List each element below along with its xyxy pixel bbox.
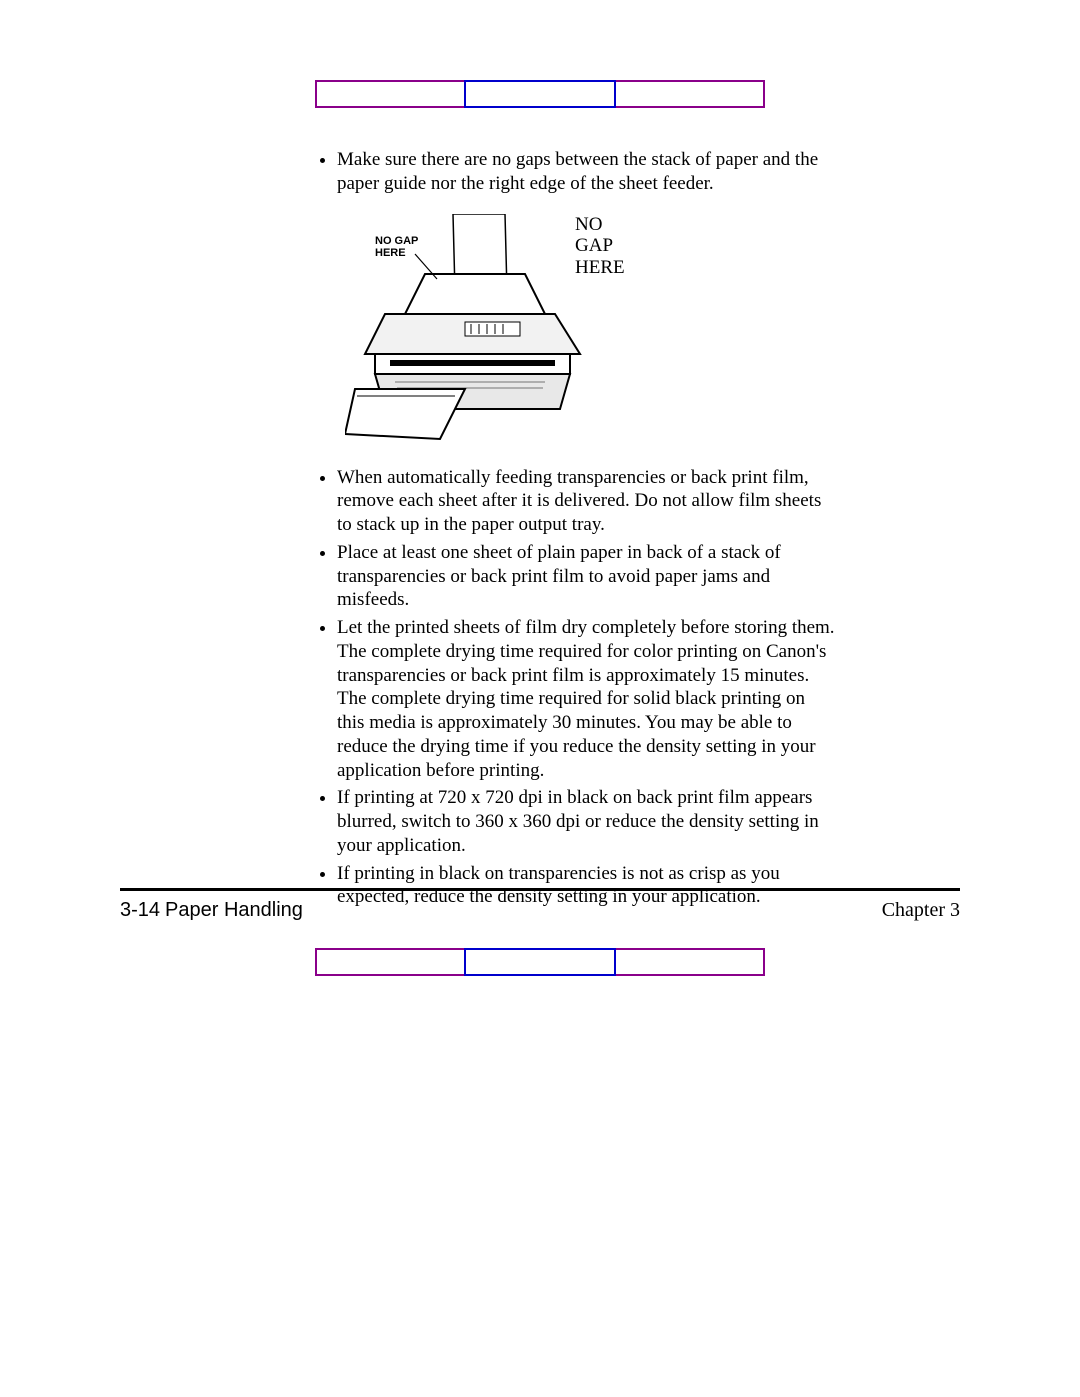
figure-callout: NO GAP HERE xyxy=(575,214,645,280)
nav-cell-prev[interactable] xyxy=(315,948,464,976)
footer-rule xyxy=(120,888,960,891)
svg-text:NO GAP: NO GAP xyxy=(375,235,418,247)
nav-cell-next[interactable] xyxy=(616,948,765,976)
nav-cell-next[interactable] xyxy=(616,80,765,108)
bottom-nav-bar xyxy=(315,948,765,976)
instruction-list: Make sure there are no gaps between the … xyxy=(315,148,835,196)
list-item: When automatically feeding transparencie… xyxy=(337,466,835,537)
nav-cell-index[interactable] xyxy=(464,948,615,976)
section-title-text: Paper Handling xyxy=(165,899,303,921)
nav-cell-prev[interactable] xyxy=(315,80,464,108)
svg-text:HERE: HERE xyxy=(375,247,406,259)
page-number: 3-14 xyxy=(120,899,160,921)
body-content: Make sure there are no gaps between the … xyxy=(315,148,835,909)
list-item: Place at least one sheet of plain paper … xyxy=(337,541,835,612)
top-nav-bar xyxy=(315,80,765,108)
list-item: If printing at 720 x 720 dpi in black on… xyxy=(337,786,835,857)
printer-figure: NO GAP HERE NO GAP HERE xyxy=(345,214,645,454)
chapter-label: Chapter 3 xyxy=(882,899,960,922)
footer-left: 3-14 Paper Handling xyxy=(120,899,303,922)
list-item: Make sure there are no gaps between the … xyxy=(337,148,835,196)
page-footer: 3-14 Paper Handling Chapter 3 xyxy=(120,888,960,1016)
document-page: Make sure there are no gaps between the … xyxy=(0,0,1080,1397)
list-item: Let the printed sheets of film dry compl… xyxy=(337,616,835,782)
instruction-list-cont: When automatically feeding transparencie… xyxy=(315,466,835,910)
nav-cell-index[interactable] xyxy=(464,80,615,108)
